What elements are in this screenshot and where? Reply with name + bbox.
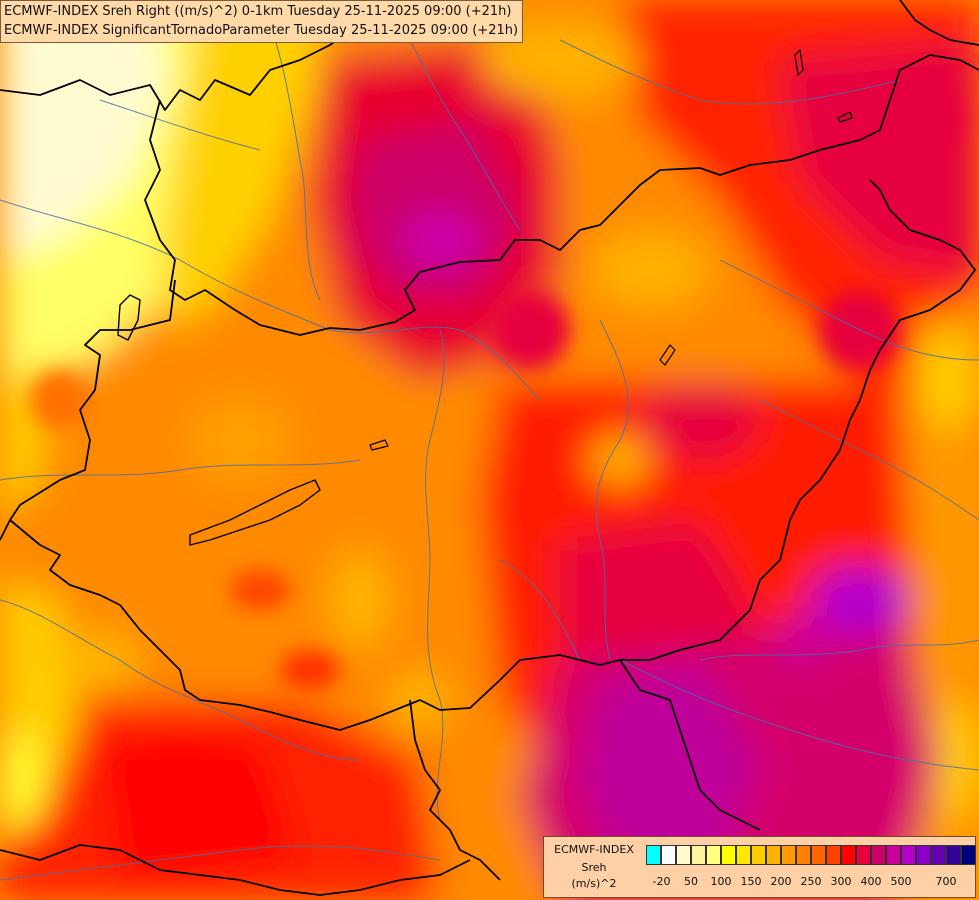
- legend-unit: (m/s)^2: [571, 877, 617, 890]
- legend-swatch: [646, 845, 661, 865]
- legend-swatch: [916, 845, 931, 865]
- legend-swatch: [961, 845, 976, 865]
- legend-swatch: [781, 845, 796, 865]
- legend-swatch: [691, 845, 706, 865]
- legend-swatch: [841, 845, 856, 865]
- rivers: [0, 0, 979, 881]
- legend-source: ECMWF-INDEX: [554, 843, 634, 856]
- legend-swatch: [886, 845, 901, 865]
- legend-tick-label: 500: [890, 875, 912, 888]
- legend-swatch: [676, 845, 691, 865]
- legend-tick-label: 700: [935, 875, 957, 888]
- legend-swatch: [946, 845, 961, 865]
- legend-swatch: [736, 845, 751, 865]
- legend-swatch: [901, 845, 916, 865]
- legend-tick-label: 150: [740, 875, 762, 888]
- legend-swatch: [721, 845, 736, 865]
- legend-swatch: [871, 845, 886, 865]
- legend-tick-label: 400: [860, 875, 882, 888]
- legend-tick-label: 250: [800, 875, 822, 888]
- map-title-line-2: ECMWF-INDEX SignificantTornadoParameter …: [4, 23, 519, 38]
- legend-swatch: [811, 845, 826, 865]
- legend-swatch: [706, 845, 721, 865]
- legend-swatch: [796, 845, 811, 865]
- legend-swatch: [826, 845, 841, 865]
- legend-tick-label: 200: [770, 875, 792, 888]
- legend-variable: Sreh: [581, 861, 607, 874]
- legend-swatch: [931, 845, 946, 865]
- legend-tick-label: 100: [710, 875, 732, 888]
- legend-tick-label: 300: [830, 875, 852, 888]
- map-title-box: ECMWF-INDEX Sreh Right ((m/s)^2) 0-1km T…: [0, 0, 524, 43]
- legend-swatch: [661, 845, 676, 865]
- map-title-line-1: ECMWF-INDEX Sreh Right ((m/s)^2) 0-1km T…: [4, 4, 512, 19]
- color-legend: ECMWF-INDEX Sreh (m/s)^2 -20 50 100 150 200 2…: [543, 836, 976, 898]
- legend-swatch: [751, 845, 766, 865]
- legend-swatch: [856, 845, 871, 865]
- legend-tick-label: -20: [652, 875, 671, 888]
- legend-swatch: [766, 845, 781, 865]
- legend-tick-label: 50: [684, 875, 698, 888]
